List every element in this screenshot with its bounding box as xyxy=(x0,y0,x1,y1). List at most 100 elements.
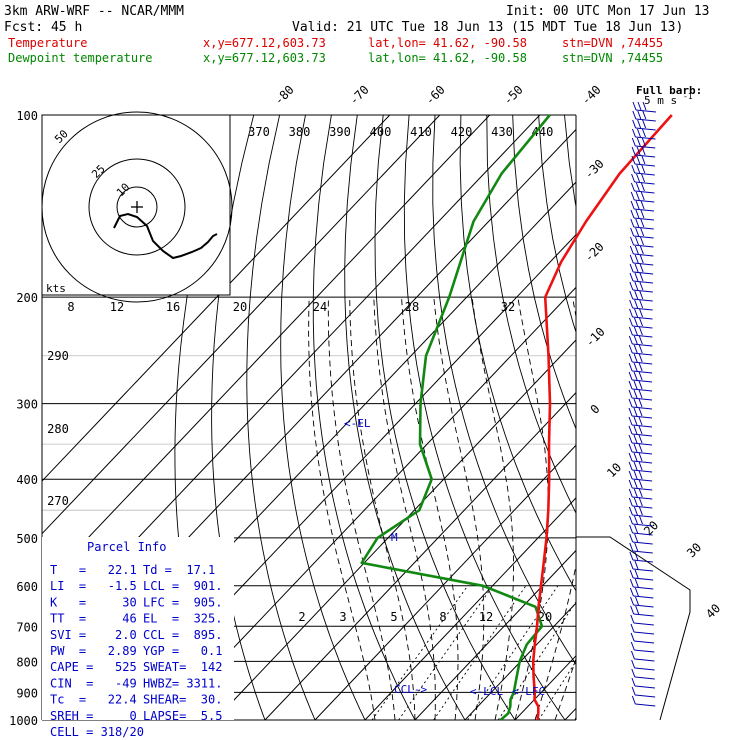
isotherm-right-label: 30 xyxy=(684,540,704,560)
barb-legend-units: 5 m s xyxy=(644,94,677,107)
parcel-row-right: CCL = 895. xyxy=(143,628,222,642)
pressure-label-400: 400 xyxy=(16,473,38,487)
wind-barb-feather xyxy=(638,335,643,345)
barb-legend-exp: -1 xyxy=(683,92,693,101)
wind-barb-feather xyxy=(633,488,638,498)
wind-barb-feather xyxy=(638,326,643,336)
wind-barb-feather xyxy=(629,308,634,318)
wind-barb-feather xyxy=(634,515,638,525)
wind-barb-feather xyxy=(628,488,633,498)
parcel-row-left: CAPE = 525 xyxy=(50,660,137,674)
wind-barb xyxy=(631,451,653,455)
wind-barb-feather xyxy=(636,164,641,174)
wind-barb-feather xyxy=(633,353,638,363)
wind-barb-feather xyxy=(631,686,636,696)
wind-barb-feather xyxy=(628,425,633,435)
parcel-rows: T = 22.1 Td = 17.1 LI = -1.5 LCL = 901. K = … xyxy=(50,563,222,739)
parcel-row-left: Tc = 22.4 xyxy=(50,693,137,707)
wind-barb-feather xyxy=(631,146,636,156)
pressure-label-600: 600 xyxy=(16,580,38,594)
wind-barb-feather xyxy=(634,524,639,534)
isotherm-right-label: -30 xyxy=(582,157,607,182)
wind-barb-feather xyxy=(633,434,638,444)
wind-barb-feather xyxy=(629,542,634,552)
forecast-hour: Fcst: 45 h xyxy=(4,20,82,35)
wind-barb-feather xyxy=(628,326,633,336)
moist-adiabat-8 xyxy=(401,297,459,720)
wind-barb xyxy=(632,523,653,527)
wind-barb-feather xyxy=(633,452,638,462)
mixing-ratio-upper-labels: 8 12 16 20 24 28 32 xyxy=(67,300,515,314)
wind-barb xyxy=(631,415,653,419)
wind-barb xyxy=(635,109,657,113)
isotherm-30 xyxy=(564,707,576,720)
mixing-ratio-3 xyxy=(398,585,494,720)
wind-barb-feather xyxy=(633,461,638,471)
dry-adiabat-20 xyxy=(374,115,516,720)
wind-barb xyxy=(631,406,653,410)
theta-e-label: 270 xyxy=(47,494,69,508)
mixing-ratio-upper-label: 24 xyxy=(313,300,327,314)
wind-barb-feather xyxy=(637,101,642,111)
wind-barb-feather xyxy=(636,173,641,183)
parcel-row-right: HWBZ= 3311. xyxy=(143,676,222,690)
wind-barb-feather xyxy=(629,290,634,300)
dry-adiabat-90 xyxy=(564,115,576,209)
wind-barb-feather xyxy=(638,425,643,435)
wind-barb-feather xyxy=(633,506,638,516)
wind-barb-feather xyxy=(638,344,643,354)
wind-barb-feather xyxy=(639,299,644,309)
mixing-ratio-upper-label: 16 xyxy=(166,300,180,314)
wind-barb xyxy=(633,226,654,230)
wind-barb xyxy=(631,442,653,446)
wind-barb xyxy=(635,703,656,707)
wind-barb-feather xyxy=(629,578,634,588)
wind-barb-feather xyxy=(631,695,636,705)
wind-barb-feather xyxy=(639,263,644,273)
dry-adiabat-100 xyxy=(590,115,740,720)
wind-barb xyxy=(633,622,654,626)
wind-barb-feather xyxy=(636,146,641,156)
wind-barb-feather xyxy=(638,488,643,498)
dry-adiabat-50 xyxy=(459,115,576,592)
wind-barb-feather xyxy=(634,281,639,291)
wind-barb-feather xyxy=(635,200,640,210)
wind-barb-feather xyxy=(637,119,642,129)
ccl-marker: CCL-> xyxy=(394,683,427,696)
wind-barb-feather xyxy=(634,263,639,273)
wind-barb-feather xyxy=(638,398,643,408)
wind-barb-feather xyxy=(628,443,633,453)
mixing-ratio-upper-label: 28 xyxy=(405,300,419,314)
moist-adiabat-4 xyxy=(373,297,436,720)
valid-time: Valid: 21 UTC Tue 18 Jun 13 (15 MDT Tue … xyxy=(292,20,683,35)
wind-barb-feather xyxy=(633,335,638,345)
wind-barb-feather xyxy=(628,362,633,372)
isotherm-right-label: 10 xyxy=(604,460,624,480)
pressure-label-800: 800 xyxy=(16,655,38,669)
wind-barb xyxy=(634,640,655,644)
wind-barb-feather xyxy=(634,578,639,588)
temp-xy: x,y=677.12,603.73 xyxy=(203,36,326,50)
dew-xy: x,y=677.12,603.73 xyxy=(203,51,326,65)
parcel-row-left: CELL = 318/20 xyxy=(50,725,144,739)
wind-barb-feather xyxy=(629,299,634,309)
wind-barb xyxy=(633,217,654,221)
wind-barb-feather xyxy=(628,380,633,390)
wind-barb-feather xyxy=(640,236,644,246)
hodo-trace xyxy=(113,212,218,260)
dry-adiabat-140 xyxy=(694,115,740,720)
wind-barb-feather xyxy=(631,128,636,138)
wind-barb-feather xyxy=(639,254,644,264)
wind-barb-feather xyxy=(633,497,638,507)
wind-barb-feather xyxy=(633,326,638,336)
wind-barb-feather xyxy=(637,110,642,120)
wind-barb xyxy=(634,199,655,203)
theta-label: 420 xyxy=(451,125,473,139)
parcel-row-right: LAPSE= 5.5 xyxy=(143,709,222,723)
wind-barb-feather xyxy=(628,470,633,480)
wind-barb-feather xyxy=(641,137,646,147)
wind-barb xyxy=(632,469,653,473)
wind-barb-feather xyxy=(641,155,646,165)
moist-adiabat-24 xyxy=(534,297,576,720)
parcel-row-right: LFC = 905. xyxy=(143,595,222,609)
